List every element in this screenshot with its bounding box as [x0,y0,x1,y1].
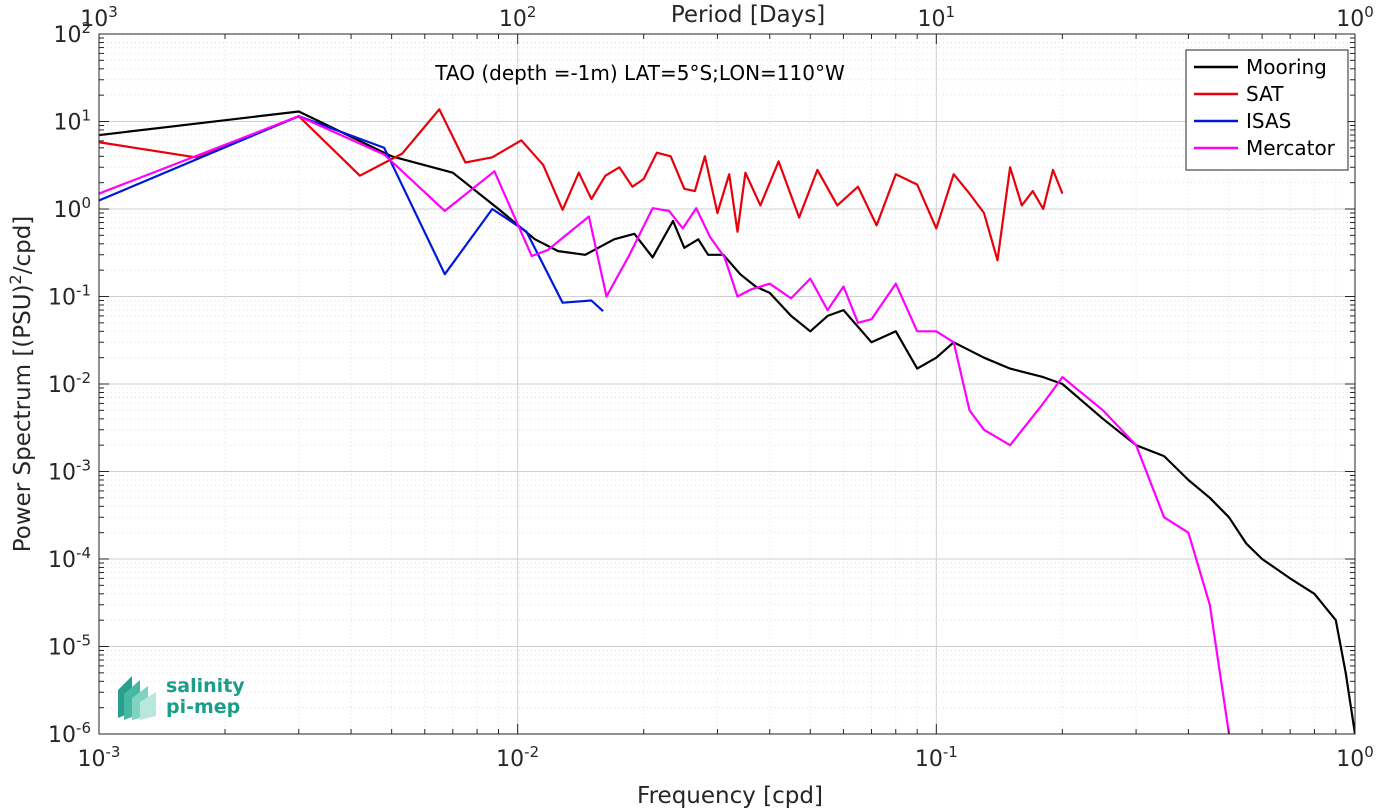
y-tick-label: 10-1 [48,282,91,311]
y-tick-label: 101 [53,107,91,136]
y-tick-label: 10-4 [48,544,91,573]
y-tick-label-base: 10 [48,286,76,311]
x-tick-label-base: 10 [1336,747,1364,772]
y-tick-label-exponent: -3 [76,457,91,475]
top-tick-label-exponent: 0 [1364,3,1374,21]
x-tick-label-base: 10 [915,747,943,772]
x-axis-label: Frequency [cpd] [637,783,823,809]
y-tick-label-exponent: -1 [76,282,91,300]
y-tick-label-base: 10 [53,198,81,223]
top-tick-label-exponent: 2 [527,3,537,21]
y-tick-label-exponent: -2 [76,369,91,387]
grid-lines [99,34,1355,734]
y-tick-label: 10-5 [48,632,91,661]
y-axis-label-main: Power Spectrum [(PSU) [10,284,36,552]
top-tick-label-exponent: 1 [946,3,956,21]
legend: Mooring SAT ISAS Mercator [1185,49,1349,171]
top-tick-label-base: 10 [918,7,946,32]
y-tick-label-exponent: 0 [81,194,91,212]
y-tick-label: 100 [53,194,91,223]
logo-text-line2: pi-mep [166,696,240,718]
y-tick-label: 10-6 [48,719,91,748]
series-layer [99,108,1355,734]
x-tick-label: 10-2 [496,743,539,772]
legend-label-mercator: Mercator [1246,136,1336,160]
x-tick-label-exponent: -2 [524,743,539,761]
x-tick-label-exponent: -3 [106,743,121,761]
series-line-mooring [99,110,1355,734]
top-tick-label-base: 10 [499,7,527,32]
y-tick-label-base: 10 [48,548,76,573]
y-axis-label-tail: /cpd] [10,216,36,275]
series-line-mercator [99,115,1231,734]
y-tick-label-exponent: -6 [76,719,91,737]
y-axis-label-sup: 2 [6,274,25,284]
y-tick-label-exponent: 1 [81,107,91,125]
y-tick-label: 10-3 [48,457,91,486]
x-tick-label-exponent: -1 [943,743,958,761]
chart-title: TAO (depth =-1m) LAT=5°S;LON=110°W [434,61,845,85]
legend-label-mooring: Mooring [1246,55,1327,79]
y-tick-label-exponent: -4 [76,544,91,562]
x-tick-label-exponent: 0 [1364,743,1374,761]
salinity-pi-mep-logo: salinity pi-mep [118,675,245,720]
x-tick-label: 10-3 [78,743,121,772]
top-tick-label: 102 [499,3,537,32]
y-tick-label-base: 10 [48,723,76,748]
top-axis-label: Period [Days] [671,2,825,28]
logo-text-line1: salinity [166,675,245,697]
top-tick-label-base: 10 [1336,7,1364,32]
x-tick-label-base: 10 [496,747,524,772]
top-tick-label-base: 10 [80,7,108,32]
y-tick-label-base: 10 [53,111,81,136]
y-tick-label-base: 10 [48,461,76,486]
top-tick-label-exponent: 3 [108,3,118,21]
legend-label-isas: ISAS [1246,109,1291,133]
y-tick-label: 102 [53,19,91,48]
y-tick-label-base: 10 [48,373,76,398]
top-tick-label: 101 [918,3,956,32]
y-tick-label-exponent: 2 [81,19,91,37]
logo-wave-icon [118,676,156,720]
legend-box [1185,49,1349,171]
y-tick-label: 10-2 [48,369,91,398]
series-line-isas [99,115,604,313]
legend-label-sat: SAT [1246,82,1284,106]
y-tick-label-base: 10 [48,636,76,661]
x-tick-label: 100 [1336,743,1374,772]
top-tick-label: 100 [1336,3,1374,32]
top-tick-label: 103 [80,3,118,32]
series-line-sat [99,108,1064,262]
x-tick-label-base: 10 [78,747,106,772]
y-tick-label-exponent: -5 [76,632,91,650]
x-tick-label: 10-1 [915,743,958,772]
y-tick-label-base: 10 [53,23,81,48]
y-axis-label: Power Spectrum [(PSU)2/cpd] [6,216,37,553]
